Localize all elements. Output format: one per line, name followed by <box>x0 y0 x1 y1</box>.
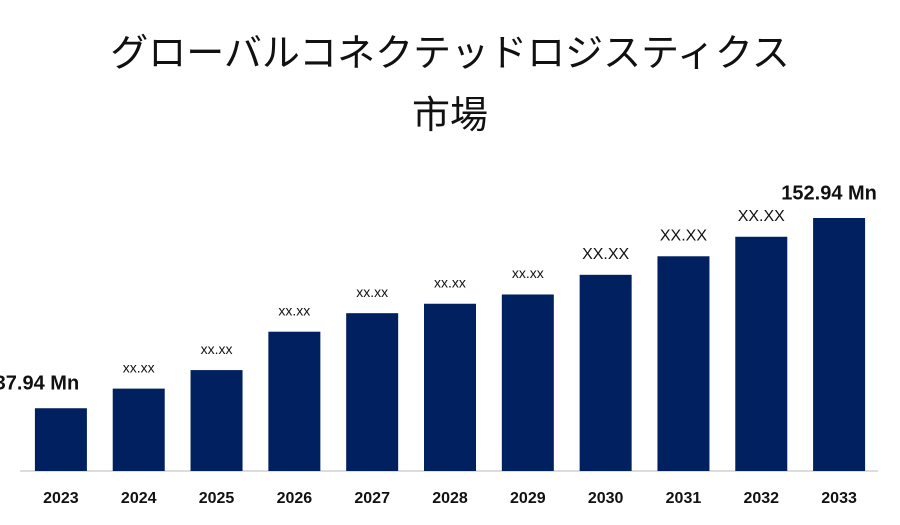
chart-title: グローバルコネクテッドロジスティクス市場 <box>110 31 790 137</box>
x-tick-label: 2023 <box>43 490 79 507</box>
bar <box>112 388 165 471</box>
data-label: xx.xx <box>123 359 155 375</box>
x-tick-label: 2025 <box>199 490 235 507</box>
bar <box>268 331 321 471</box>
bar <box>34 408 87 471</box>
x-tick-label: 2030 <box>588 490 624 507</box>
data-label: XX.XX <box>660 227 707 244</box>
x-tick-label: 2027 <box>354 490 390 507</box>
bar <box>813 218 866 471</box>
bar <box>346 313 399 471</box>
data-label: XX.XX <box>738 208 785 225</box>
data-label: 152.94 Mn <box>781 182 877 204</box>
x-tick-label: 2032 <box>743 490 779 507</box>
x-tick-label: 2029 <box>510 490 546 507</box>
data-label: 37.94 Mn <box>0 373 79 395</box>
bar <box>657 256 710 471</box>
bar <box>501 294 554 471</box>
data-label: xx.xx <box>512 265 544 281</box>
x-tick-label: 2026 <box>277 490 313 507</box>
data-label: XX.XX <box>582 246 629 263</box>
bar <box>190 370 243 471</box>
bar <box>735 236 788 471</box>
x-tick-label: 2028 <box>432 490 468 507</box>
x-tick-label: 2033 <box>821 490 857 507</box>
x-tick-label: 2024 <box>121 490 157 507</box>
x-tick-label: 2031 <box>666 490 702 507</box>
data-label: xx.xx <box>434 274 466 290</box>
bar <box>579 274 632 471</box>
data-label: xx.xx <box>278 302 310 318</box>
data-label: xx.xx <box>201 341 233 357</box>
bar <box>424 303 476 471</box>
data-label: xx.xx <box>356 284 388 300</box>
